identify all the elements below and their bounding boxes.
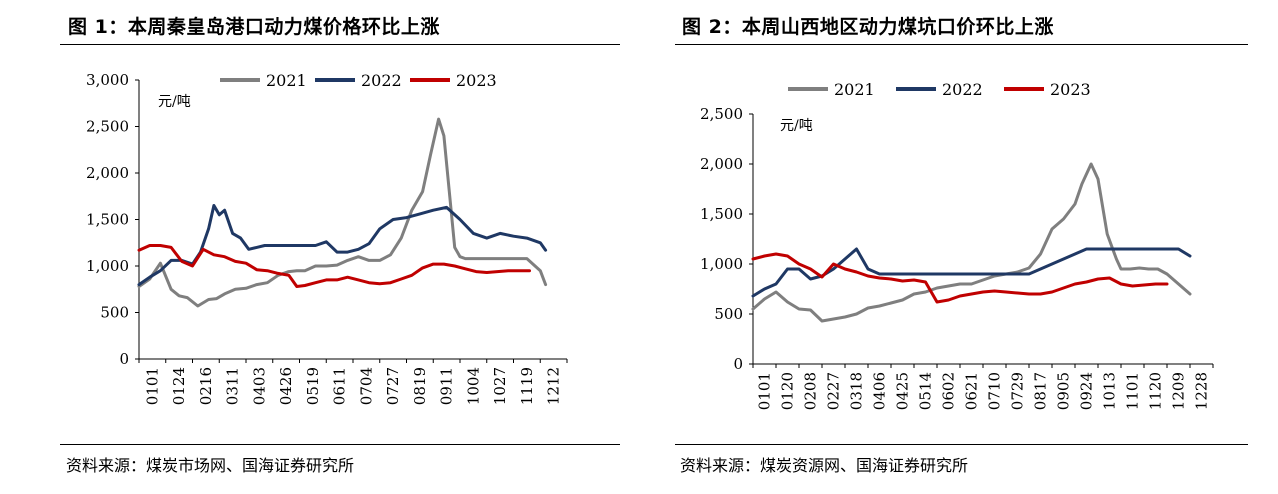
y-tick-label: 2,000 xyxy=(86,164,129,182)
x-tick-label: 0101 xyxy=(143,367,161,405)
figure-1-title: 图 1：本周秦皇岛港口动力煤价格环比上涨 xyxy=(68,16,440,38)
legend-label-2023: 2023 xyxy=(1050,80,1091,99)
series-line-2023 xyxy=(137,244,531,288)
x-tick-label: 0911 xyxy=(438,367,456,405)
figure-2-title: 图 2：本周山西地区动力煤坑口价环比上涨 xyxy=(682,16,1054,38)
figure-1-bottom-rule xyxy=(60,444,620,445)
legend-label-2023: 2023 xyxy=(456,71,497,90)
x-tick-label: 0611 xyxy=(331,367,349,405)
x-tick-label: 0905 xyxy=(1055,372,1073,410)
x-tick-label: 1101 xyxy=(1124,372,1142,410)
unit-label: 元/吨 xyxy=(158,94,191,110)
y-tick-label: 2,500 xyxy=(700,105,743,123)
legend-label-2022: 2022 xyxy=(361,71,402,90)
series-line-2023 xyxy=(751,252,1169,304)
x-tick-label: 0729 xyxy=(1009,372,1027,410)
series-line-2022 xyxy=(137,204,548,287)
figure-1-top-rule xyxy=(60,44,620,45)
x-tick-label: 1004 xyxy=(464,367,482,405)
y-tick-label: 500 xyxy=(100,304,129,322)
legend-label-2022: 2022 xyxy=(942,80,983,99)
x-tick-label: 0406 xyxy=(871,372,889,410)
figure-2-bottom-rule xyxy=(675,444,1248,445)
legend-label-2021: 2021 xyxy=(266,71,307,90)
unit-label: 元/吨 xyxy=(780,118,813,134)
figure-2-top-rule xyxy=(675,44,1248,45)
x-tick-label: 0514 xyxy=(917,372,935,410)
figure-2-source: 资料来源：煤炭资源网、国海证券研究所 xyxy=(680,456,969,475)
x-tick-label: 1212 xyxy=(545,367,563,405)
x-tick-label: 1120 xyxy=(1147,372,1165,410)
y-tick-label: 1,000 xyxy=(700,255,743,273)
x-tick-label: 1013 xyxy=(1101,372,1119,410)
series-line-2021 xyxy=(751,162,1192,323)
x-tick-label: 0704 xyxy=(357,367,375,405)
y-tick-label: 0 xyxy=(119,350,129,368)
x-tick-label: 0124 xyxy=(170,367,188,405)
x-tick-label: 0120 xyxy=(779,372,797,410)
x-tick-label: 0216 xyxy=(197,367,215,405)
x-tick-label: 0819 xyxy=(411,367,429,405)
x-tick-label: 0101 xyxy=(756,372,774,410)
x-tick-label: 0621 xyxy=(963,372,981,410)
x-tick-label: 0403 xyxy=(250,367,268,405)
figure-1-chart: 0 500 1,000 1,500 2,000 2,500 3,000 0101 0124 021… xyxy=(86,71,568,405)
x-tick-label: 0519 xyxy=(304,367,322,405)
y-tick-label: 0 xyxy=(733,355,743,373)
x-tick-label: 1027 xyxy=(491,367,509,405)
y-tick-label: 3,000 xyxy=(86,71,129,89)
x-tick-label: 0924 xyxy=(1078,372,1096,410)
y-tick-label: 2,000 xyxy=(700,155,743,173)
x-tick-label: 0426 xyxy=(277,367,295,405)
series-line-2022 xyxy=(751,247,1192,298)
series-line-2021 xyxy=(137,117,548,308)
x-tick-label: 0710 xyxy=(986,372,1004,410)
x-tick-label: 0425 xyxy=(894,372,912,410)
figure-2-chart: 0 500 1,000 1,500 2,000 2,500 0101 0120 0208 0227… xyxy=(700,80,1214,410)
x-tick-label: 0727 xyxy=(384,367,402,405)
y-tick-label: 1,000 xyxy=(86,257,129,275)
y-tick-label: 1,500 xyxy=(700,205,743,223)
x-tick-label: 1209 xyxy=(1170,372,1188,410)
x-tick-label: 0208 xyxy=(802,372,820,410)
x-tick-label: 1228 xyxy=(1193,372,1211,410)
x-tick-label: 0817 xyxy=(1032,372,1050,410)
x-tick-label: 0602 xyxy=(940,372,958,410)
y-tick-label: 1,500 xyxy=(86,211,129,229)
x-tick-label: 0311 xyxy=(224,367,242,405)
y-tick-label: 2,500 xyxy=(86,118,129,136)
x-tick-label: 0318 xyxy=(848,372,866,410)
x-tick-label: 0227 xyxy=(825,372,843,410)
x-tick-label: 1119 xyxy=(518,367,536,405)
figure-1-source: 资料来源：煤炭市场网、国海证券研究所 xyxy=(66,456,355,475)
legend-label-2021: 2021 xyxy=(834,80,875,99)
y-tick-label: 500 xyxy=(714,305,743,323)
